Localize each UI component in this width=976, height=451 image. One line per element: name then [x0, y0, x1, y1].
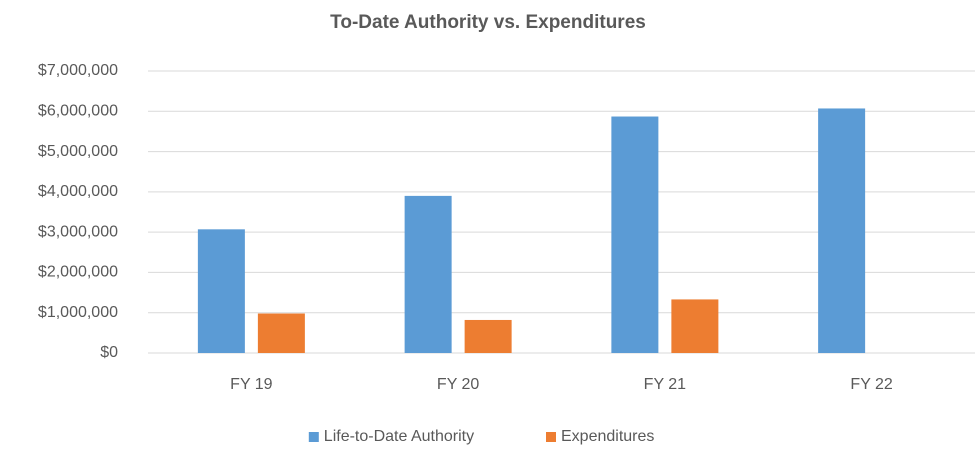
- bar: [818, 108, 866, 353]
- y-tick-label: $6,000,000: [38, 103, 118, 120]
- x-tick-label: FY 22: [850, 376, 893, 393]
- bar: [611, 116, 659, 353]
- bar: [671, 299, 719, 353]
- bar: [257, 313, 305, 353]
- x-tick-label: FY 19: [230, 376, 273, 393]
- y-tick-label: $3,000,000: [38, 223, 118, 240]
- x-tick-label: FY 21: [644, 376, 687, 393]
- y-tick-label: $7,000,000: [38, 62, 118, 79]
- legend-swatch: [546, 432, 556, 442]
- y-tick-label: $4,000,000: [38, 183, 118, 200]
- bar: [197, 229, 245, 353]
- bar: [404, 195, 452, 353]
- legend-swatch: [308, 432, 319, 442]
- chart-title: To-Date Authority vs. Expenditures: [330, 12, 646, 33]
- legend-label: Life-to-Date Authority: [324, 428, 474, 445]
- y-tick-label: $2,000,000: [38, 264, 118, 281]
- y-tick-label: $0: [100, 344, 118, 361]
- y-tick-label: $5,000,000: [38, 143, 118, 160]
- legend-label: Expenditures: [561, 428, 654, 445]
- x-tick-label: FY 20: [437, 376, 480, 393]
- bar: [464, 319, 512, 353]
- y-tick-label: $1,000,000: [38, 304, 118, 321]
